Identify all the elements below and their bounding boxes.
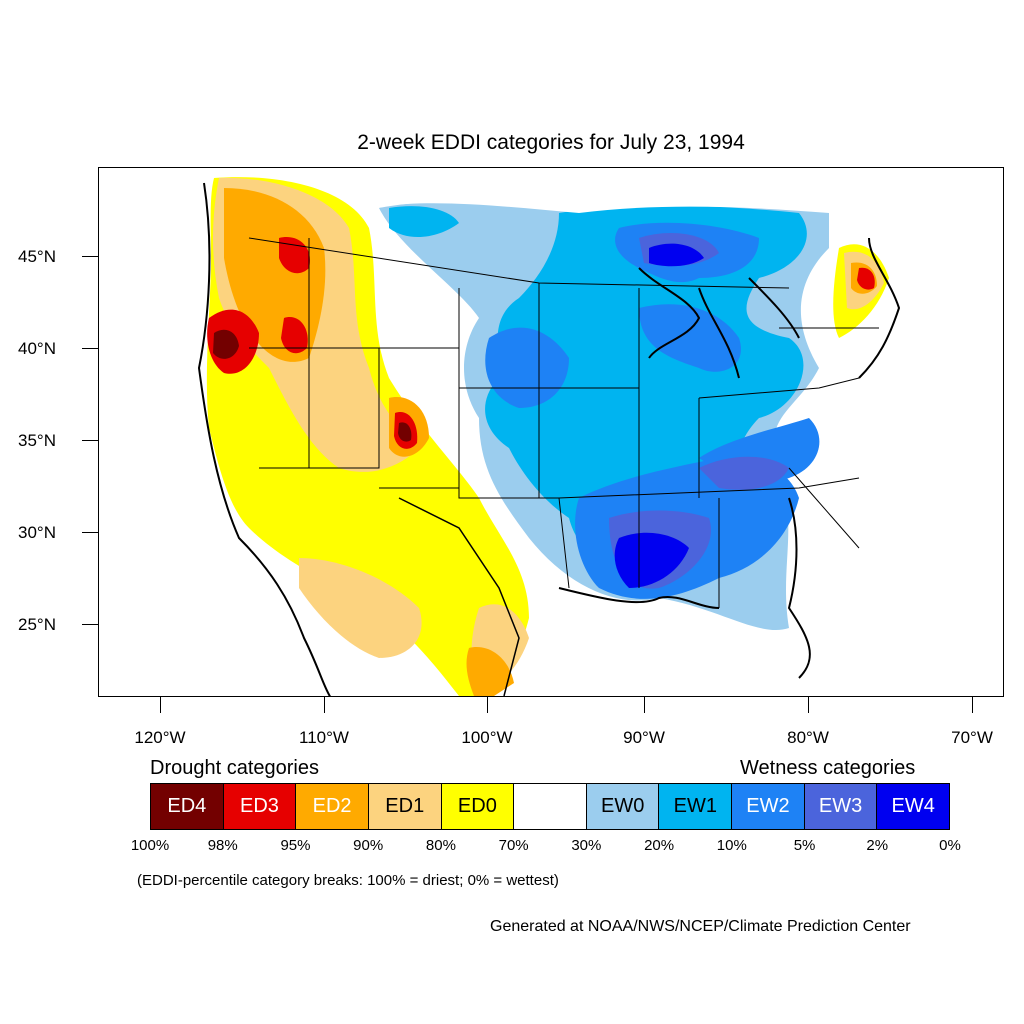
lat-label-30: 30°N bbox=[18, 523, 56, 542]
lon-label-100: 100°W bbox=[461, 728, 513, 747]
percent-break-label: 100% bbox=[130, 837, 170, 854]
percent-break-label: 90% bbox=[353, 837, 384, 854]
drought-heading: Drought categories bbox=[150, 757, 319, 779]
percent-break-label: 5% bbox=[793, 837, 816, 854]
category-note: (EDDI-percentile category breaks: 100% =… bbox=[137, 872, 559, 889]
ed4-region-co bbox=[398, 422, 412, 442]
legend-cell-ed1: ED1 bbox=[368, 784, 442, 829]
lat-tick bbox=[82, 348, 98, 349]
ew1-region-west bbox=[389, 206, 459, 238]
ew4-region-south bbox=[614, 532, 689, 588]
lon-tick bbox=[972, 697, 973, 713]
percent-break-label: 10% bbox=[716, 837, 747, 854]
lat-label-35: 35°N bbox=[18, 431, 56, 450]
ed3-region-ne bbox=[857, 267, 875, 290]
credit-text: Generated at NOAA/NWS/NCEP/Climate Predi… bbox=[490, 918, 911, 935]
percent-break-label: 98% bbox=[207, 837, 238, 854]
lon-tick bbox=[160, 697, 161, 713]
legend-cell-ew1: EW1 bbox=[659, 784, 733, 829]
ed2-region-tx bbox=[466, 647, 514, 696]
lon-label-120: 120°W bbox=[134, 728, 186, 747]
category-legend: ED4 ED3 ED2 ED1 ED0 EW0 EW1 EW2 EW3 EW4 bbox=[150, 783, 950, 830]
percent-break-label: 30% bbox=[571, 837, 602, 854]
legend-cell-ed3: ED3 bbox=[223, 784, 297, 829]
boundaries bbox=[197, 182, 901, 696]
lat-tick bbox=[82, 440, 98, 441]
ew4-region bbox=[649, 243, 704, 267]
lon-tick bbox=[808, 697, 809, 713]
ocean-mask bbox=[99, 168, 1003, 696]
lat-tick bbox=[82, 624, 98, 625]
lon-label-80: 80°W bbox=[787, 728, 829, 747]
legend-cell-ew3: EW3 bbox=[804, 784, 878, 829]
lat-label-25: 25°N bbox=[18, 615, 56, 634]
legend-cell-ed2: ED2 bbox=[296, 784, 369, 829]
map-panel bbox=[98, 167, 1004, 697]
percent-break-label: 20% bbox=[644, 837, 675, 854]
percent-break-label: 70% bbox=[498, 837, 529, 854]
lat-tick bbox=[82, 532, 98, 533]
legend-cell-ew0: EW0 bbox=[586, 784, 660, 829]
eddi-map bbox=[99, 168, 1003, 696]
lon-tick bbox=[644, 697, 645, 713]
wetness-areas bbox=[379, 199, 829, 631]
percent-break-label: 95% bbox=[280, 837, 311, 854]
ed3-region-mt bbox=[281, 317, 308, 354]
lat-label-45: 45°N bbox=[18, 247, 56, 266]
map-title: 2-week EDDI categories for July 23, 1994 bbox=[357, 131, 745, 154]
lon-label-90: 90°W bbox=[623, 728, 665, 747]
lat-label-40: 40°N bbox=[18, 339, 56, 358]
lat-tick bbox=[82, 256, 98, 257]
lon-tick bbox=[487, 697, 488, 713]
ed4-region bbox=[213, 329, 239, 359]
legend-cell-neutral bbox=[514, 784, 587, 829]
percent-break-label: 80% bbox=[425, 837, 456, 854]
lon-tick bbox=[324, 697, 325, 713]
legend-cell-ed4: ED4 bbox=[151, 784, 224, 829]
drought-areas bbox=[206, 177, 889, 696]
percent-break-label: 2% bbox=[866, 837, 889, 854]
lon-label-70: 70°W bbox=[951, 728, 993, 747]
percent-break-label: 0% bbox=[939, 837, 961, 854]
legend-cell-ew4: EW4 bbox=[877, 784, 950, 829]
ew3-region-tn bbox=[699, 456, 789, 490]
lon-label-110: 110°W bbox=[299, 728, 349, 747]
wetness-heading: Wetness categories bbox=[740, 757, 916, 779]
ed1-region-sw bbox=[299, 558, 422, 658]
legend-cell-ed0: ED0 bbox=[441, 784, 515, 829]
legend-cell-ew2: EW2 bbox=[732, 784, 805, 829]
